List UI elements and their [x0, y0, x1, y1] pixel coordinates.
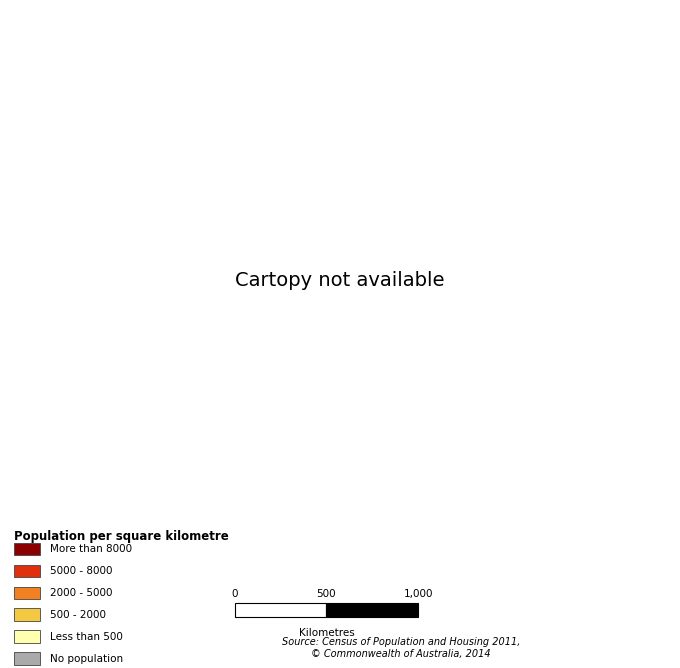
Text: More than 8000: More than 8000: [50, 544, 133, 554]
Bar: [14, 609, 40, 621]
Text: 500 - 2000: 500 - 2000: [50, 610, 106, 620]
Bar: [235, 603, 326, 617]
Bar: [14, 587, 40, 599]
Bar: [14, 652, 40, 665]
Text: Population per square kilometre: Population per square kilometre: [14, 530, 228, 543]
Text: 5000 - 8000: 5000 - 8000: [50, 566, 113, 576]
Text: Source: Census of Population and Housing 2011,
© Commonwealth of Australia, 2014: Source: Census of Population and Housing…: [282, 637, 520, 659]
Text: 0: 0: [231, 589, 238, 599]
Text: Less than 500: Less than 500: [50, 632, 123, 642]
Text: No population: No population: [50, 654, 124, 663]
Text: 2000 - 5000: 2000 - 5000: [50, 588, 113, 598]
Text: 500: 500: [317, 589, 336, 599]
Text: Kilometres: Kilometres: [299, 627, 354, 637]
Text: Cartopy not available: Cartopy not available: [235, 271, 445, 290]
Bar: [14, 631, 40, 643]
Bar: [14, 564, 40, 577]
Text: 1,000: 1,000: [403, 589, 433, 599]
Bar: [326, 603, 418, 617]
Bar: [14, 542, 40, 556]
